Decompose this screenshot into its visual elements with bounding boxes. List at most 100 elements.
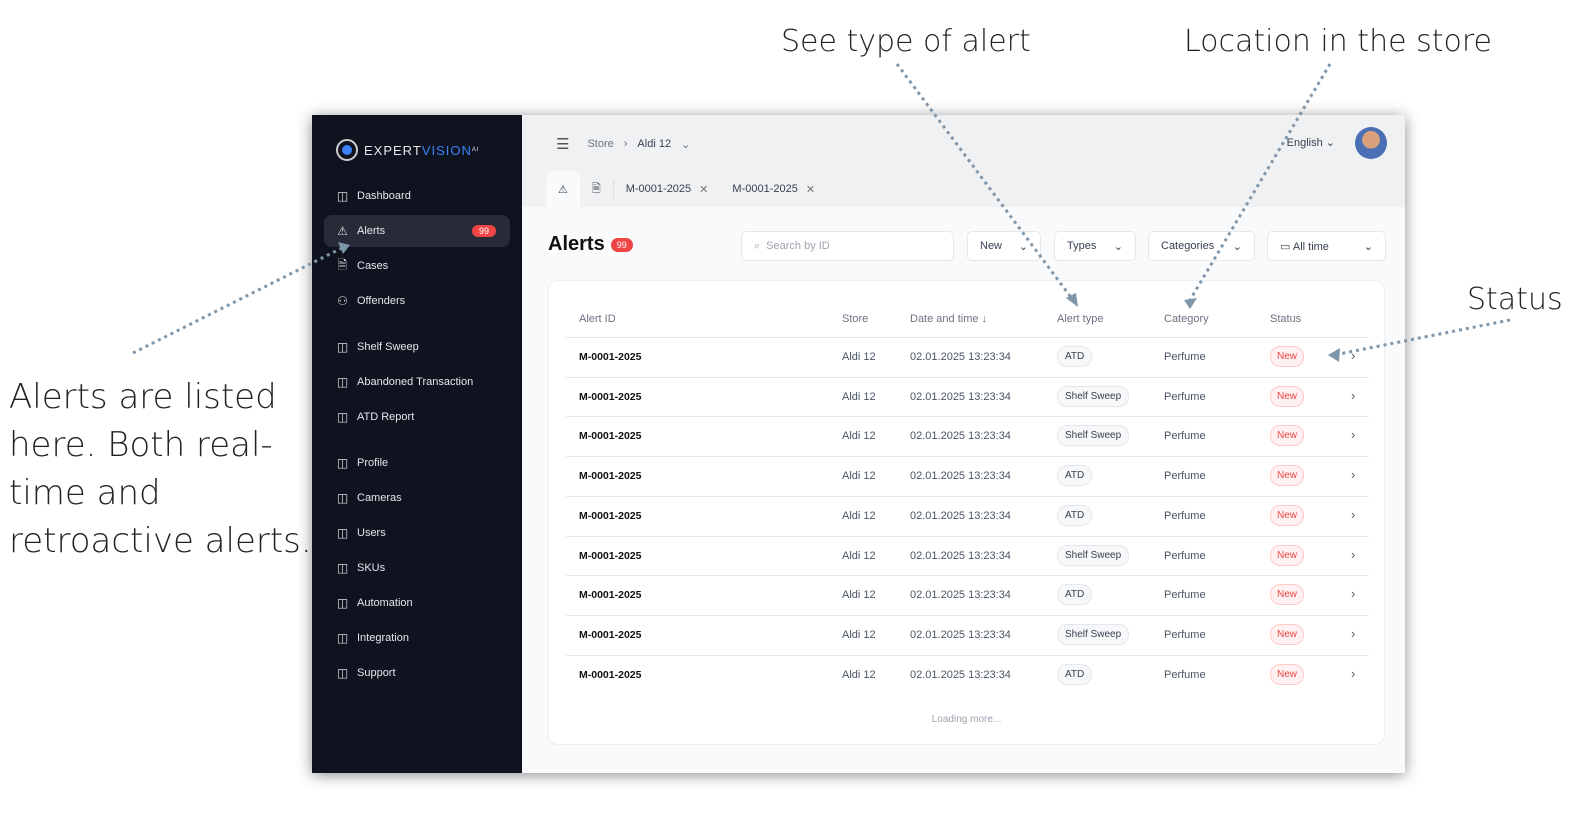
top-bar: ☰ Store › Aldi 12 ⌄ English ⌄ ⚠ 🗎 M-0001-2… <box>522 115 1405 207</box>
annotation-status: Status <box>1467 282 1563 317</box>
sidebar-item-offenders[interactable]: ⚇ Offenders <box>324 285 510 317</box>
alert-id: M-0001-2025 <box>579 668 642 681</box>
sidebar-item-shelf-sweep[interactable]: ◫ Shelf Sweep <box>324 331 510 363</box>
sidebar-item-profile[interactable]: ◫ Profile <box>324 447 510 479</box>
annotation-line: retroactive alerts. <box>9 521 312 561</box>
chevron-right-icon[interactable]: › <box>1351 546 1356 562</box>
grid-icon: ◫ <box>336 410 349 424</box>
page-title: Alerts 99 <box>548 233 633 256</box>
date-time: 02.01.2025 13:23:34 <box>910 549 1011 562</box>
close-icon[interactable]: ✕ <box>805 183 816 196</box>
chevron-right-icon[interactable]: › <box>1351 665 1356 681</box>
language-select[interactable]: English ⌄ <box>1286 137 1335 149</box>
sidebar-item-skus[interactable]: ◫ SKUs <box>324 552 510 584</box>
tab-case-1[interactable]: M-0001-2025 ✕ <box>625 183 709 196</box>
date-time: 02.01.2025 13:23:34 <box>910 390 1011 403</box>
chevron-right-icon[interactable]: › <box>1351 586 1356 602</box>
table-row[interactable]: M-0001-2025 Aldi 12 02.01.2025 13:23:34 … <box>566 416 1369 456</box>
chevron-right-icon[interactable]: › <box>1351 625 1356 641</box>
store: Aldi 12 <box>842 668 876 681</box>
annotation-line: here. Both real- <box>9 425 273 465</box>
col-alert-id[interactable]: Alert ID <box>579 313 616 325</box>
category: Perfume <box>1164 470 1206 483</box>
arrow-alerts-list <box>132 246 343 355</box>
alert-id: M-0001-2025 <box>579 430 642 443</box>
status-badge: New <box>1270 584 1305 606</box>
breadcrumb-store-select[interactable]: Aldi 12 <box>637 138 672 150</box>
sidebar-item-users[interactable]: ◫ Users <box>324 517 510 549</box>
tab-case-2[interactable]: M-0001-2025 ✕ <box>732 183 816 196</box>
chevron-down-icon: ⌄ <box>1232 240 1242 253</box>
store: Aldi 12 <box>842 589 876 602</box>
alert-type-badge: ATD <box>1057 346 1093 367</box>
col-status[interactable]: Status <box>1270 313 1302 325</box>
types-filter[interactable]: Types ⌄ <box>1054 231 1136 261</box>
alert-id: M-0001-2025 <box>579 509 642 522</box>
avatar[interactable] <box>1355 127 1387 159</box>
alert-type-badge: ATD <box>1057 465 1093 487</box>
sidebar-item-cases[interactable]: 🗎 Cases <box>324 250 510 282</box>
time-filter[interactable]: ▭ All time ⌄ <box>1267 231 1386 261</box>
user-icon: ⚇ <box>337 294 348 308</box>
alert-id: M-0001-2025 <box>579 628 642 641</box>
count-badge: 99 <box>610 237 633 252</box>
alert-id: M-0001-2025 <box>579 589 642 602</box>
table-row[interactable]: M-0001-2025 Aldi 12 02.01.2025 13:23:34 … <box>566 495 1369 536</box>
sidebar-item-atd-report[interactable]: ◫ ATD Report <box>324 401 510 433</box>
sidebar-item-cameras[interactable]: ◫ Cameras <box>324 482 510 514</box>
sidebar-item-alerts[interactable]: ⚠ Alerts 99 <box>324 215 510 247</box>
sidebar-item-integration[interactable]: ◫ Integration <box>324 622 510 654</box>
table-row[interactable]: M-0001-2025 Aldi 12 02.01.2025 13:23:34 … <box>566 337 1369 377</box>
table-row[interactable]: M-0001-2025 Aldi 12 02.01.2025 13:23:34 … <box>566 654 1369 695</box>
tab-alerts[interactable]: ⚠ <box>546 171 580 207</box>
tab-cases[interactable]: 🗎 <box>580 180 614 198</box>
annotation-location: Location in the store <box>1184 24 1492 59</box>
close-icon[interactable]: ✕ <box>699 183 709 196</box>
status-filter[interactable]: New ⌄ <box>967 231 1041 261</box>
chevron-right-icon[interactable]: › <box>1351 348 1356 363</box>
table-row[interactable]: M-0001-2025 Aldi 12 02.01.2025 13:23:34 … <box>566 614 1369 655</box>
table-row[interactable]: M-0001-2025 Aldi 12 02.01.2025 13:23:34 … <box>566 376 1369 417</box>
grid-icon: ◫ <box>336 375 349 389</box>
sidebar-item-automation[interactable]: ◫ Automation <box>324 587 510 619</box>
sidebar-item-label: Shelf Sweep <box>357 341 419 353</box>
alert-type-badge: Shelf Sweep <box>1057 623 1130 645</box>
sidebar: EXPERT VISION AI ◫ Dashboard ⚠ Alerts 99 🗎 Cases… <box>312 115 522 773</box>
sidebar-item-dashboard[interactable]: ◫ Dashboard <box>324 180 510 212</box>
annotation-line: time and <box>9 473 161 513</box>
chevron-right-icon[interactable]: › <box>1351 427 1356 443</box>
breadcrumb-store[interactable]: Store <box>587 138 614 150</box>
table-row[interactable]: M-0001-2025 Aldi 12 02.01.2025 13:23:34 … <box>566 535 1369 576</box>
sidebar-item-label: Cases <box>357 260 389 272</box>
grid-icon: ◫ <box>336 666 349 680</box>
search-input[interactable]: ⌕ Search by ID <box>741 231 954 261</box>
date-time: 02.01.2025 13:23:34 <box>910 351 1011 363</box>
chevron-down-icon[interactable]: ⌄ <box>681 138 691 151</box>
col-category[interactable]: Category <box>1164 313 1209 325</box>
table-row[interactable]: M-0001-2025 Aldi 12 02.01.2025 13:23:34 … <box>566 456 1369 496</box>
grid-icon: ◫ <box>336 491 349 505</box>
grid-icon: ◫ <box>336 526 349 540</box>
annotation-line: Alerts are listed <box>9 377 277 417</box>
chevron-right-icon[interactable]: › <box>1351 467 1356 483</box>
grid-icon: ◫ <box>336 631 349 645</box>
categories-filter[interactable]: Categories ⌄ <box>1148 231 1255 261</box>
breadcrumb: ☰ Store › Aldi 12 ⌄ <box>556 135 690 153</box>
col-alert-type[interactable]: Alert type <box>1057 313 1104 325</box>
col-date[interactable]: Date and time ↓ <box>910 313 988 325</box>
calendar-icon: ▭ <box>1280 240 1291 253</box>
table-row[interactable]: M-0001-2025 Aldi 12 02.01.2025 13:23:34 … <box>566 575 1369 615</box>
chevron-right-icon[interactable]: › <box>1351 506 1356 522</box>
sidebar-item-label: Profile <box>357 457 389 469</box>
sidebar-item-abandoned-transaction[interactable]: ◫ Abandoned Transaction <box>324 366 510 398</box>
sidebar-item-support[interactable]: ◫ Support <box>324 657 510 689</box>
chevron-right-icon: › <box>623 138 628 150</box>
menu-icon[interactable]: ☰ <box>556 136 570 153</box>
sidebar-item-label: Users <box>357 527 386 539</box>
category: Perfume <box>1164 549 1206 562</box>
category: Perfume <box>1164 351 1206 363</box>
grid-icon: ◫ <box>336 561 349 575</box>
alerts-table: Alert ID Store Date and time ↓ Alert typ… <box>548 280 1385 745</box>
col-store[interactable]: Store <box>842 313 869 325</box>
chevron-right-icon[interactable]: › <box>1351 387 1356 403</box>
